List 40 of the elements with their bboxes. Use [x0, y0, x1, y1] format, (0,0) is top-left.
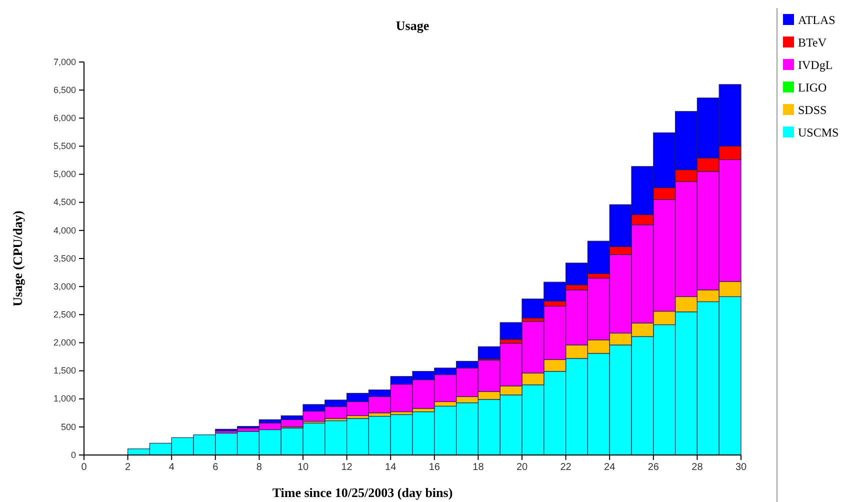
legend-label: SDSS — [798, 103, 827, 117]
y-tick-label: 3,000 — [53, 281, 76, 292]
x-tick-label: 28 — [692, 462, 704, 474]
x-tick-label: 30 — [735, 462, 747, 474]
x-axis-title: Time since 10/25/2003 (day bins) — [272, 485, 453, 500]
x-tick-label: 22 — [560, 462, 572, 474]
y-tick-label: 5,500 — [53, 141, 76, 152]
y-tick-label: 3,500 — [53, 253, 76, 264]
x-tick-label: 24 — [604, 462, 616, 474]
y-tick-label: 6,500 — [53, 84, 76, 95]
chart-title: Usage — [396, 18, 430, 33]
y-tick-label: 1,000 — [53, 394, 76, 404]
legend-label: LIGO — [798, 80, 827, 94]
y-tick-label: 7,000 — [53, 56, 76, 67]
y-tick-label: 500 — [60, 422, 76, 432]
x-tick-label: 10 — [297, 462, 309, 474]
legend-label: ATLAS — [798, 13, 836, 27]
legend-label: USCMS — [798, 126, 839, 140]
x-tick-label: 26 — [648, 462, 660, 474]
legend-label: BTeV — [798, 36, 827, 50]
y-tick-label: 0 — [70, 450, 76, 460]
y-tick-label: 2,500 — [53, 310, 76, 320]
y-tick-label: 4,000 — [53, 225, 76, 236]
x-tick-label: 0 — [81, 462, 88, 474]
x-tick-label: 4 — [168, 462, 175, 474]
y-tick-label: 6,000 — [53, 113, 76, 124]
x-tick-label: 14 — [385, 462, 397, 474]
x-tick-label: 18 — [472, 462, 484, 474]
x-tick-label: 2 — [125, 462, 132, 474]
x-tick-label: 8 — [256, 462, 262, 474]
x-tick-label: 16 — [428, 462, 440, 474]
x-tick-label: 6 — [212, 462, 219, 474]
y-tick-label: 2,000 — [53, 338, 76, 348]
legend-label: IVDgL — [798, 58, 833, 72]
x-tick-label: 20 — [516, 462, 528, 474]
y-tick-label: 4,500 — [53, 197, 76, 208]
y-tick-label: 1,500 — [53, 366, 76, 376]
x-tick-label: 12 — [341, 462, 353, 474]
y-axis-title: Usage (CPU/day) — [10, 210, 25, 306]
y-tick-label: 5,000 — [53, 169, 76, 180]
